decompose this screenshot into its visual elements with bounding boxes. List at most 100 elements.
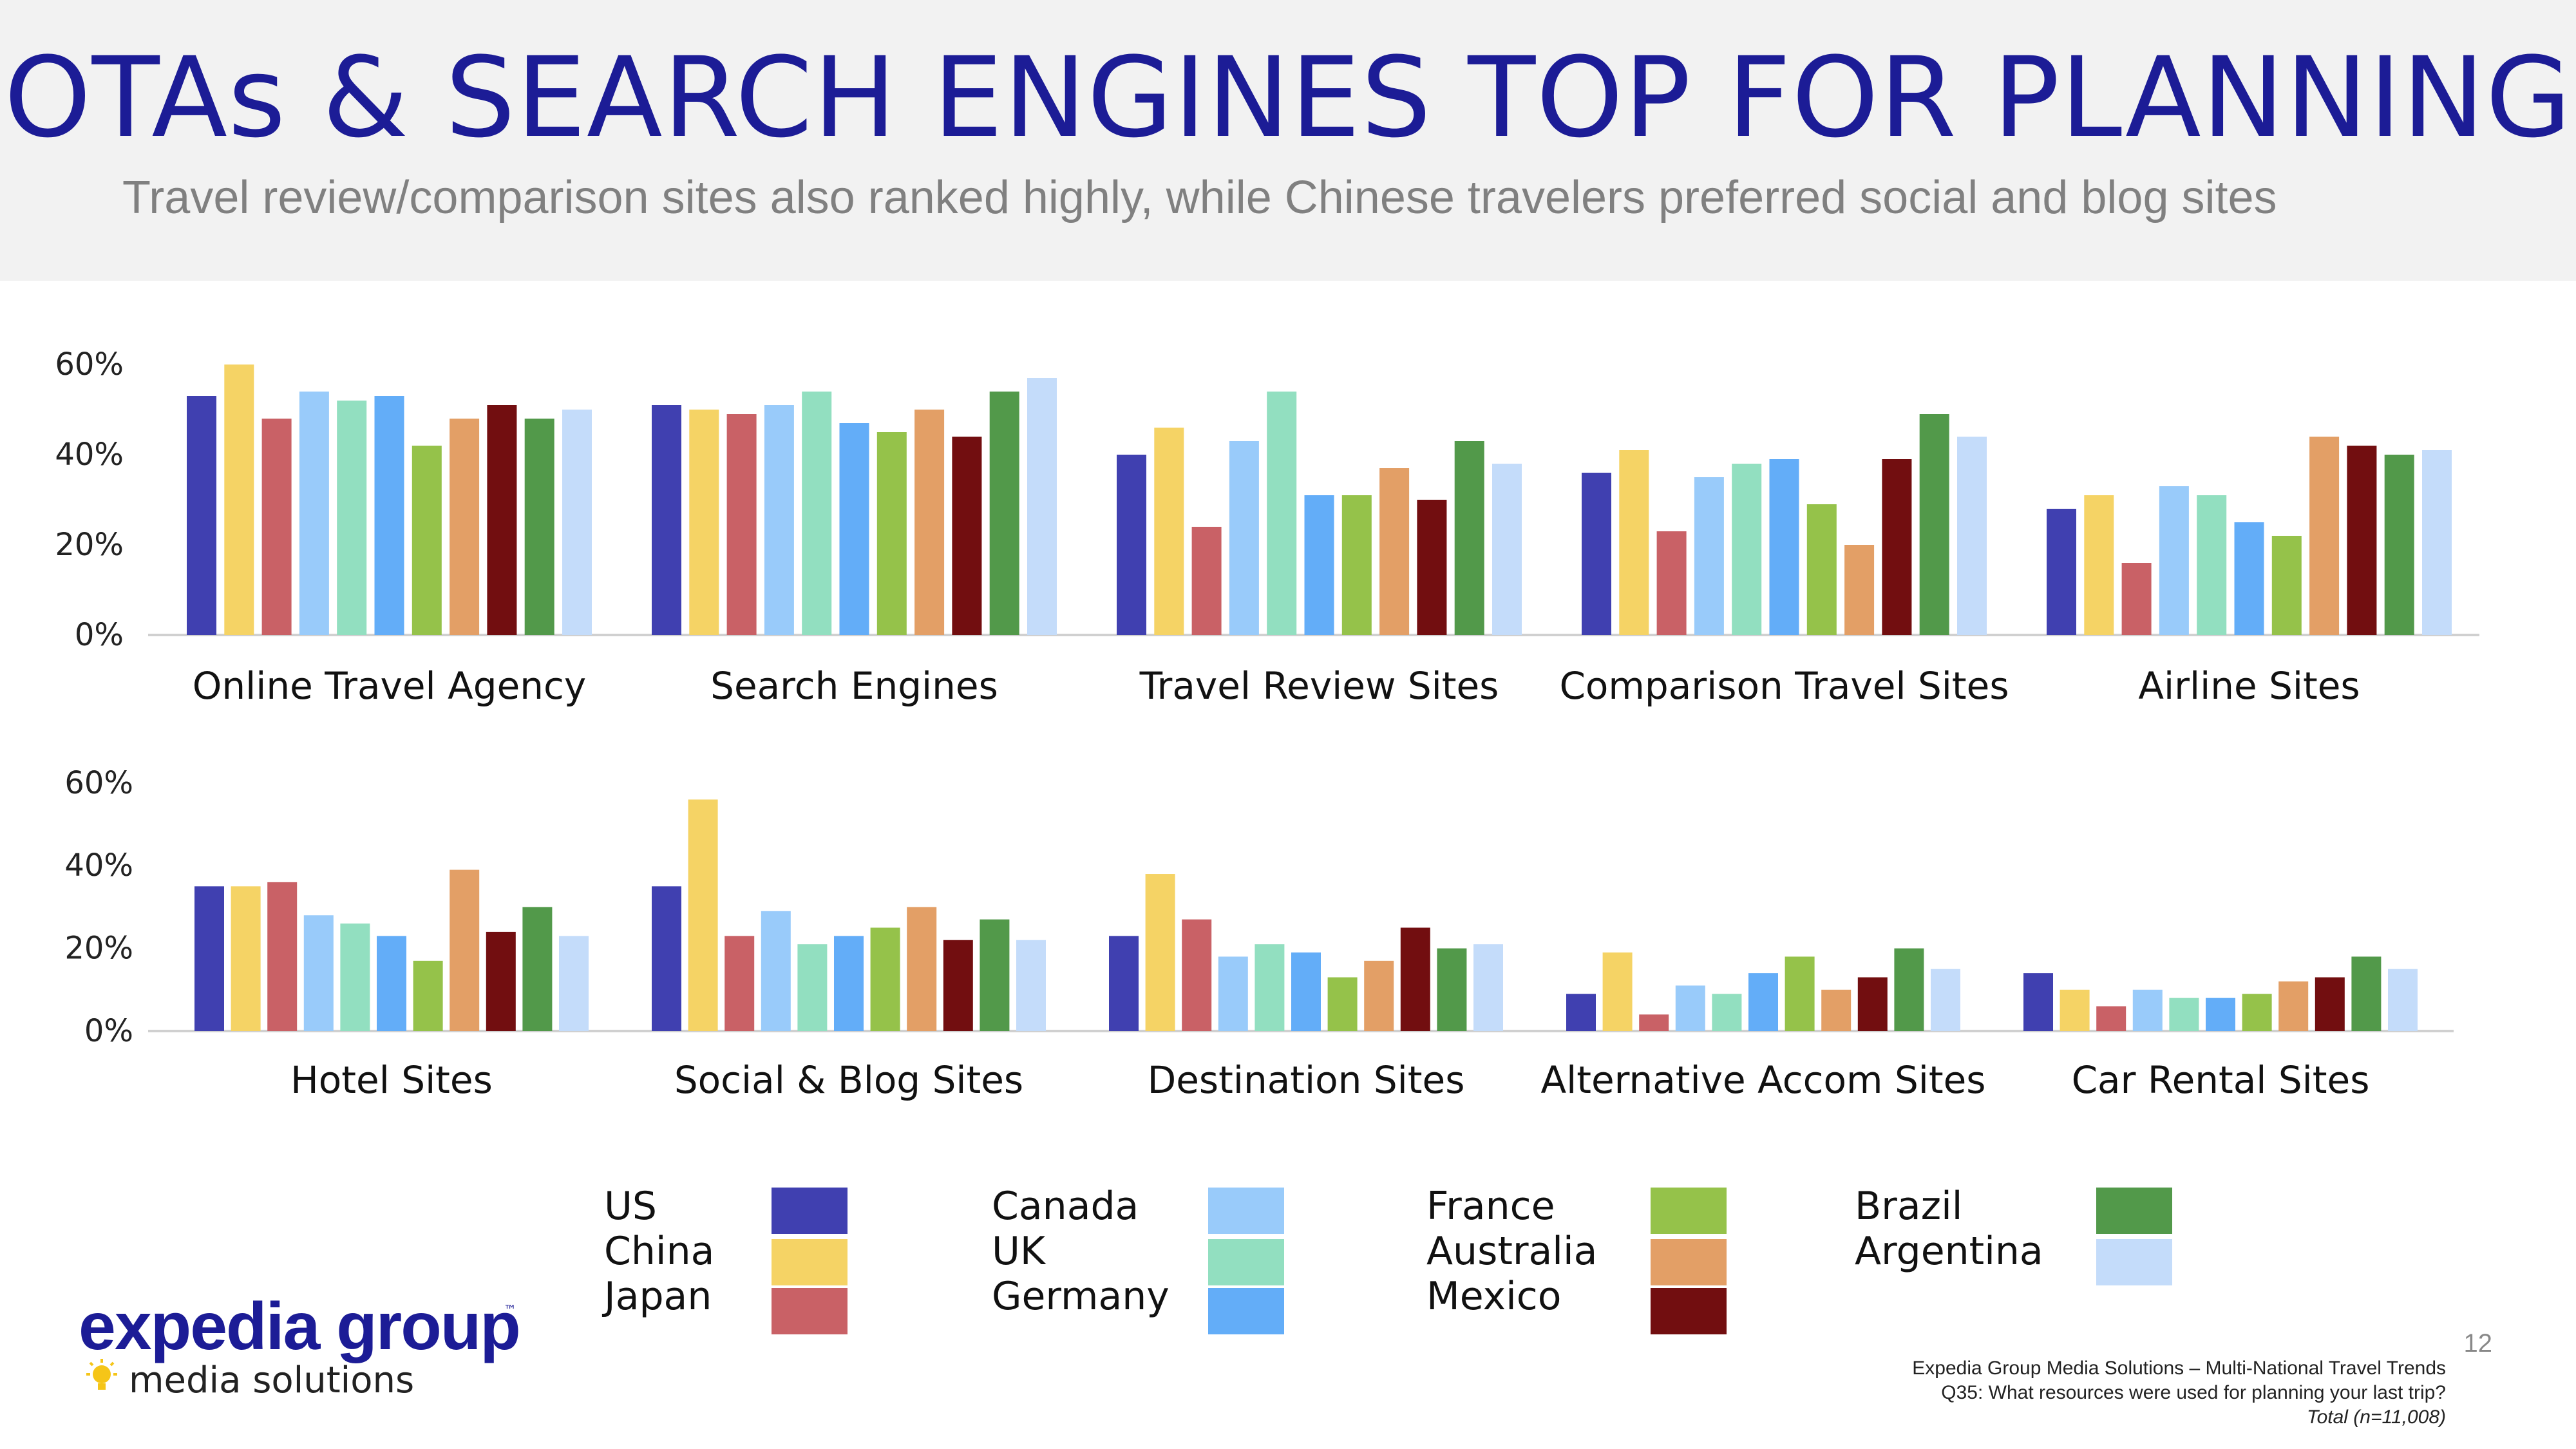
bar-hotel-sites-uk <box>340 923 370 1031</box>
bar-social-and-blog-sites-canada <box>761 911 791 1031</box>
legend-swatch-canada <box>1208 1188 1284 1234</box>
bar-social-and-blog-sites-uk <box>797 944 828 1031</box>
bar-airline-sites-mexico <box>2347 446 2377 635</box>
bar-online-travel-agency-japan <box>261 419 292 635</box>
bar-car-rental-sites-argentina <box>2388 969 2418 1031</box>
bar-airline-sites-brazil <box>2384 455 2414 635</box>
bar-car-rental-sites-us <box>2023 973 2053 1031</box>
bar-airline-sites-australia <box>2309 437 2340 635</box>
bar-online-travel-agency-uk <box>337 401 367 635</box>
bar-online-travel-agency-china <box>224 365 254 635</box>
bar-alternative-accom-sites-uk <box>1712 994 1742 1031</box>
bar-car-rental-sites-france <box>2242 994 2272 1031</box>
bar-hotel-sites-brazil <box>522 907 553 1031</box>
bar-airline-sites-japan <box>2121 563 2152 635</box>
bar-destination-sites-argentina <box>1473 944 1503 1031</box>
bar-travel-review-sites-uk <box>1267 392 1297 635</box>
bar-comparison-travel-sites-australia <box>1844 545 1875 635</box>
category-label: Search Engines <box>710 664 998 708</box>
y-tick-label: 0% <box>84 1013 133 1049</box>
bar-car-rental-sites-mexico <box>2315 977 2345 1031</box>
bar-social-and-blog-sites-us <box>652 886 681 1031</box>
bar-alternative-accom-sites-australia <box>1821 989 1852 1031</box>
bar-destination-sites-uk <box>1255 944 1285 1031</box>
bar-airline-sites-canada <box>2159 486 2189 635</box>
bar-travel-review-sites-japan <box>1191 527 1222 635</box>
trademark-mark: ™ <box>504 1302 516 1318</box>
bar-search-engines-us <box>652 405 681 635</box>
bar-car-rental-sites-brazil <box>2351 956 2382 1031</box>
bar-comparison-travel-sites-canada <box>1694 477 1724 635</box>
chart-panel-2: 0% 20% 40% 60% Hotel Sites Social & Blog Site… <box>64 765 2454 1102</box>
bar-destination-sites-china <box>1145 874 1175 1031</box>
y-tick-label: 60% <box>55 346 124 383</box>
bar-comparison-travel-sites-uk <box>1732 464 1762 635</box>
bar-social-and-blog-sites-france <box>870 927 900 1031</box>
legend-swatch-uk <box>1208 1239 1284 1285</box>
page-subtitle: Travel review/comparison sites also rank… <box>122 172 2277 223</box>
category-label: Comparison Travel Sites <box>1559 664 2009 708</box>
bar-alternative-accom-sites-china <box>1602 952 1633 1031</box>
bar-hotel-sites-japan <box>267 882 298 1031</box>
legend-label-brazil: Brazil <box>1855 1184 1963 1229</box>
bar-destination-sites-germany <box>1291 952 1321 1031</box>
y-tick-label: 40% <box>64 848 133 884</box>
legend-label-japan: Japan <box>604 1274 712 1319</box>
bar-travel-review-sites-germany <box>1304 495 1334 635</box>
bar-alternative-accom-sites-japan <box>1639 1014 1669 1031</box>
legend-label-china: China <box>604 1229 715 1274</box>
bar-airline-sites-us <box>2047 509 2076 635</box>
bar-hotel-sites-china <box>231 886 261 1031</box>
bar-travel-review-sites-france <box>1341 495 1372 635</box>
bar-online-travel-agency-canada <box>299 392 329 635</box>
bar-search-engines-mexico <box>952 437 982 635</box>
bar-comparison-travel-sites-argentina <box>1957 437 1987 635</box>
y-tick-label: 0% <box>75 617 124 653</box>
legend-swatch-japan <box>772 1288 848 1334</box>
footer-source: Expedia Group Media Solutions – Multi-Na… <box>1912 1358 2446 1379</box>
bar-search-engines-canada <box>764 405 794 635</box>
bar-online-travel-agency-germany <box>374 396 404 635</box>
y-tick-label: 60% <box>64 765 133 801</box>
bar-search-engines-germany <box>839 423 869 635</box>
category-label: Hotel Sites <box>290 1058 493 1102</box>
bar-search-engines-china <box>689 410 719 635</box>
bar-comparison-travel-sites-mexico <box>1882 459 1912 635</box>
bar-social-and-blog-sites-mexico <box>943 940 973 1031</box>
bar-airline-sites-argentina <box>2422 450 2452 635</box>
legend-swatch-us <box>772 1188 848 1234</box>
bar-car-rental-sites-japan <box>2096 1006 2126 1031</box>
media-solutions-text: media solutions <box>129 1359 415 1401</box>
bar-alternative-accom-sites-us <box>1566 994 1596 1031</box>
legend-label-uk: UK <box>992 1229 1046 1274</box>
bar-comparison-travel-sites-us <box>1582 473 1611 635</box>
bar-online-travel-agency-brazil <box>524 419 554 635</box>
bar-charts: 0% 20% 40% 60% Online Travel Agency Search En… <box>55 346 2479 1102</box>
bar-travel-review-sites-australia <box>1379 468 1410 635</box>
bar-airline-sites-uk <box>2197 495 2227 635</box>
footer-question: Q35: What resources were used for planni… <box>1941 1382 2446 1403</box>
category-label: Destination Sites <box>1148 1058 1465 1102</box>
legend-label-argentina: Argentina <box>1855 1229 2043 1274</box>
bar-social-and-blog-sites-japan <box>724 936 755 1031</box>
category-label: Alternative Accom Sites <box>1540 1058 1985 1102</box>
bar-alternative-accom-sites-canada <box>1675 985 1705 1031</box>
bar-airline-sites-france <box>2271 536 2302 635</box>
lightbulb-icon <box>86 1359 117 1390</box>
bar-hotel-sites-france <box>413 960 443 1031</box>
y-tick-label: 20% <box>64 931 133 967</box>
page-number: 12 <box>2463 1329 2493 1358</box>
bar-comparison-travel-sites-brazil <box>1919 414 1949 635</box>
bar-travel-review-sites-mexico <box>1417 500 1447 635</box>
bar-comparison-travel-sites-japan <box>1656 531 1687 635</box>
bar-destination-sites-canada <box>1218 956 1248 1031</box>
bar-search-engines-australia <box>914 410 945 635</box>
bar-social-and-blog-sites-argentina <box>1016 940 1046 1031</box>
bar-online-travel-agency-france <box>412 446 442 635</box>
bar-search-engines-uk <box>802 392 832 635</box>
category-label: Car Rental Sites <box>2072 1058 2370 1102</box>
bar-travel-review-sites-argentina <box>1492 464 1522 635</box>
bar-destination-sites-us <box>1109 936 1139 1031</box>
bar-car-rental-sites-australia <box>2278 981 2309 1031</box>
legend-swatch-australia <box>1651 1239 1727 1285</box>
